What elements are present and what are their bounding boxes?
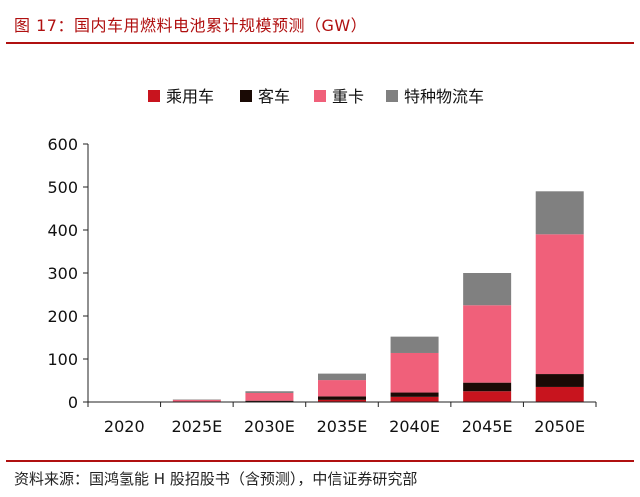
top-rule — [6, 42, 634, 44]
y-tick-label-100: 100 — [47, 350, 78, 369]
bar-2035E-重卡 — [318, 380, 366, 397]
bottom-rule — [6, 460, 634, 462]
legend-label-1: 乘用车 — [166, 87, 214, 106]
x-tick-label-2035E: 2035E — [317, 417, 368, 436]
y-tick-label-200: 200 — [47, 307, 78, 326]
bar-2035E-客车 — [318, 396, 366, 400]
bar-2025E-重卡 — [172, 399, 221, 402]
x-tick-label-2050E: 2050E — [534, 417, 585, 436]
bar-2035E-特种物流车 — [318, 373, 366, 381]
y-tick-label-400: 400 — [47, 221, 78, 240]
bar-2045E-客车 — [463, 382, 512, 392]
legend-swatch-3 — [314, 90, 326, 102]
bar-2040E-重卡 — [390, 352, 439, 393]
x-tick-label-2020: 2020 — [104, 417, 145, 436]
bar-2040E-特种物流车 — [390, 336, 439, 353]
chart-axes: 0 100 200 300 400 500 600 2020 2025E 2030E 2035E 20… — [47, 135, 597, 436]
bar-2035E-乘用车 — [318, 399, 366, 402]
bar-2045E-特种物流车 — [463, 273, 512, 306]
y-tick-label-500: 500 — [47, 178, 78, 197]
bar-2045E-乘用车 — [463, 391, 512, 402]
legend-swatch-4 — [386, 90, 398, 102]
bar-2050E-客车 — [535, 374, 584, 387]
y-tick-label-600: 600 — [47, 135, 78, 154]
x-tick-label-2030E: 2030E — [244, 417, 295, 436]
figure-title: 图 17：国内车用燃料电池累计规模预测（GW） — [14, 16, 368, 35]
bar-2050E-特种物流车 — [535, 191, 584, 235]
legend-label-2: 客车 — [258, 87, 290, 106]
y-tick-label-300: 300 — [47, 264, 78, 283]
y-tick-label-0: 0 — [68, 393, 78, 412]
bar-2030E-重卡 — [245, 392, 294, 401]
stacked-bar-chart: 乘用车 客车 重卡 特种物流车 0 100 200 300 400 500 600 2020 2025… — [47, 87, 597, 436]
bar-2050E-重卡 — [535, 234, 584, 375]
chart-legend: 乘用车 客车 重卡 特种物流车 — [148, 87, 484, 106]
source-note: 资料来源：国鸿氢能 H 股招股书（含预测），中信证券研究部 — [14, 470, 418, 488]
legend-swatch-1 — [148, 90, 160, 102]
chart-bars — [100, 191, 584, 402]
bar-2050E-乘用车 — [535, 386, 584, 402]
bar-2045E-重卡 — [463, 305, 512, 383]
x-tick-label-2025E: 2025E — [171, 417, 222, 436]
x-tick-label-2045E: 2045E — [462, 417, 513, 436]
bar-2030E-特种物流车 — [245, 391, 294, 393]
bar-2030E-客车 — [245, 400, 294, 402]
legend-swatch-2 — [240, 90, 252, 102]
bar-2040E-乘用车 — [390, 396, 439, 402]
bar-2040E-客车 — [390, 392, 439, 397]
legend-label-4: 特种物流车 — [404, 87, 484, 106]
legend-label-3: 重卡 — [332, 87, 364, 106]
x-tick-label-2040E: 2040E — [389, 417, 440, 436]
